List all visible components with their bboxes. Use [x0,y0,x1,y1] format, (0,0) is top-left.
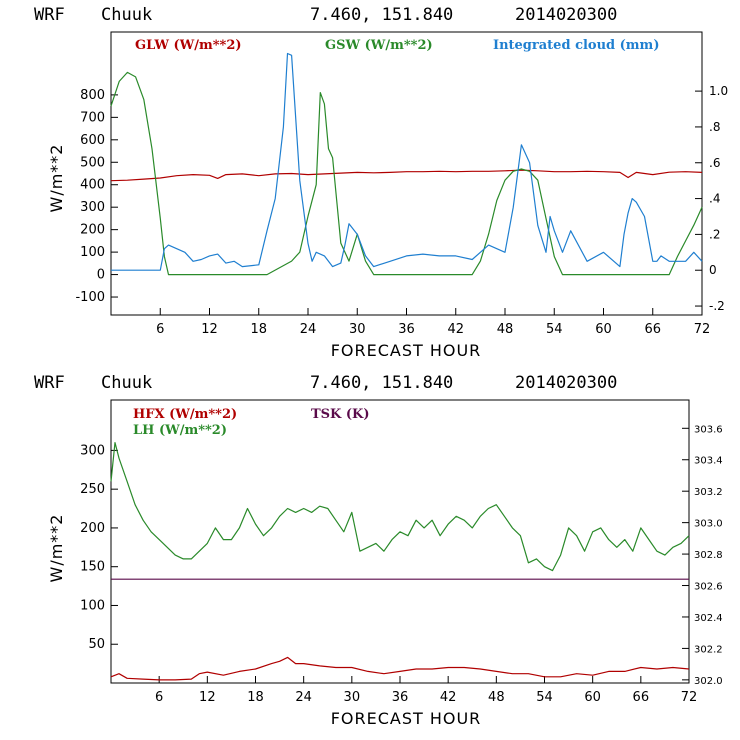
y2-tick-label: 303.0 [694,519,723,530]
x-tick-label: 24 [300,322,317,337]
y2-tick-label: 302.6 [694,582,723,593]
y-tick-label: 500 [80,155,105,170]
x-ticks: 6 12 18 24 30 36 42 48 54 60 66 72 [155,676,697,705]
y2-tick-label: 1.0 [709,84,728,98]
y-tick-label: 50 [88,637,105,652]
legend-tsk: TSK (K) [311,407,370,422]
x-axis-label: FORECAST HOUR [331,341,482,360]
legend-cloud: Integrated cloud (mm) [493,38,659,53]
x-tick-label: 12 [201,322,218,337]
y-tick-label: 400 [80,178,105,193]
y-tick-label: 800 [80,88,105,103]
y2-ticks: 302.0 302.2 302.4 302.6 302.8 303.0 303.2 303.4… [682,424,723,687]
y2-tick-label: 303.2 [694,487,723,498]
series-line-glw [110,169,703,182]
plot-frame [110,399,690,684]
x-tick-label: 6 [156,322,164,337]
y2-tick-label: .2 [709,227,720,241]
x-tick-label: 30 [349,322,366,337]
x-tick-label: 18 [247,690,264,705]
x-tick-label: 60 [584,690,601,705]
x-tick-label: 54 [536,690,553,705]
y-ticks: -100 0 100 200 300 400 500 600 700 800 [75,88,118,305]
y2-tick-label: 302.4 [694,613,723,624]
y2-tick-label: 303.6 [694,424,723,435]
series-lines [110,52,703,276]
y-tick-label: 100 [80,245,105,260]
series-line-lh [110,442,690,572]
y2-tick-label: 303.4 [694,456,723,467]
header-model: WRF [34,373,65,393]
x-tick-label: 66 [633,690,650,705]
legend-glw: GLW (W/m**2) [135,38,242,53]
x-tick-label: 72 [681,690,698,705]
chart-1: WRF Chuuk 7.460, 151.840 2014020300 GLW … [34,5,728,360]
header-station: Chuuk [101,373,152,393]
legend-gsw: GSW (W/m**2) [325,38,433,53]
legend-hfx: HFX (W/m**2) [133,407,237,422]
x-tick-label: 48 [488,690,505,705]
x-tick-label: 72 [694,322,711,337]
chart-2: WRF Chuuk 7.460, 151.840 2014020300 HFX … [34,373,723,728]
y-tick-label: 300 [80,200,105,215]
x-tick-label: 6 [155,690,163,705]
header-model: WRF [34,5,65,25]
x-tick-label: 12 [199,690,216,705]
y-tick-label: 600 [80,133,105,148]
x-tick-label: 24 [295,690,312,705]
x-tick-label: 36 [398,322,415,337]
y2-tick-label: .8 [709,120,720,134]
x-tick-label: 66 [644,322,661,337]
x-ticks: 6 12 18 24 30 36 42 48 54 60 66 72 [156,308,710,337]
y-tick-label: 200 [80,521,105,536]
header-init: 2014020300 [515,5,617,25]
y-tick-label: 700 [80,110,105,125]
x-tick-label: 36 [392,690,409,705]
y2-tick-label: 302.0 [694,676,723,687]
x-axis-label: FORECAST HOUR [331,709,482,728]
series-line-hfx [110,656,690,681]
y2-tick-label: .6 [709,156,720,170]
header-coords: 7.460, 151.840 [310,373,453,393]
y-tick-label: 250 [80,482,105,497]
series-lines [110,442,690,681]
x-tick-label: 60 [595,322,612,337]
header-coords: 7.460, 151.840 [310,5,453,25]
x-tick-label: 42 [440,690,457,705]
y2-tick-label: 302.8 [694,550,723,561]
header-station: Chuuk [101,5,152,25]
x-tick-label: 48 [497,322,514,337]
y2-tick-label: 0 [709,263,717,277]
y-ticks: 50 100 150 200 250 300 [80,443,118,652]
y-tick-label: 200 [80,223,105,238]
y-axis-label: W/m**2 [47,144,66,213]
y2-tick-label: -.2 [709,299,725,313]
y-tick-label: 300 [80,443,105,458]
y2-tick-label: .4 [709,192,720,206]
plot-frame [110,31,703,316]
x-tick-label: 18 [250,322,267,337]
series-line-gsw [110,71,703,276]
y-tick-label: 150 [80,560,105,575]
x-tick-label: 42 [447,322,464,337]
x-tick-label: 30 [344,690,361,705]
series-line-integrated [111,52,703,271]
x-tick-label: 54 [546,322,563,337]
y-tick-label: 0 [97,268,105,283]
y2-tick-label: 302.2 [694,644,723,655]
y-tick-label: -100 [75,290,105,305]
y2-ticks: -.2 0 .2 .4 .6 .8 1.0 [695,84,728,313]
legend-lh: LH (W/m**2) [133,423,227,438]
y-tick-label: 100 [80,598,105,613]
header-init: 2014020300 [515,373,617,393]
y-axis-label: W/m**2 [47,514,66,583]
